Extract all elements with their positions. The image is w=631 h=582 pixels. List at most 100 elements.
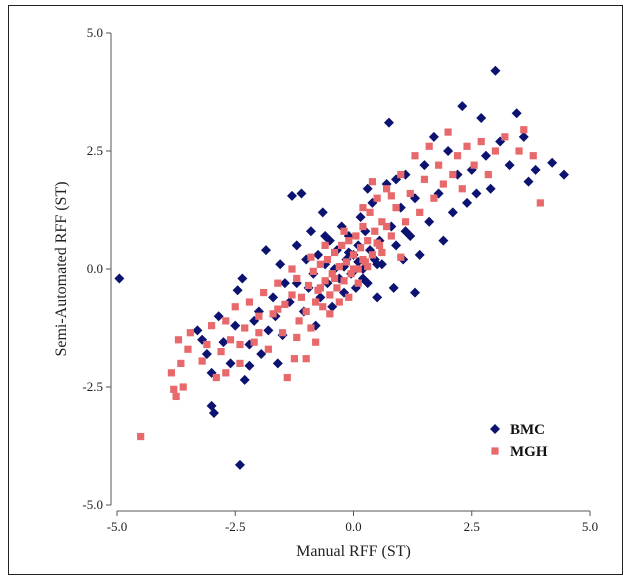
data-point-bmc (201, 348, 212, 359)
data-point-bmc (279, 278, 290, 289)
data-point-mgh (515, 147, 523, 155)
data-point-mgh (383, 222, 391, 231)
data-point-mgh (302, 307, 310, 316)
data-point-bmc (547, 157, 558, 168)
data-point-mgh (378, 248, 386, 257)
data-point-mgh (222, 317, 230, 325)
data-point-mgh (328, 270, 336, 278)
data-point-mgh (288, 291, 296, 299)
data-point-mgh (520, 126, 528, 134)
y-tick-label: -5.0 (82, 497, 103, 512)
data-point-bmc (192, 325, 203, 336)
data-point-bmc (419, 160, 430, 171)
data-point-mgh (335, 298, 343, 306)
data-point-mgh (449, 171, 457, 179)
data-point-mgh (222, 369, 230, 377)
data-point-mgh (484, 171, 492, 179)
data-point-mgh (217, 348, 225, 356)
data-point-mgh (430, 194, 438, 202)
data-point-mgh (321, 277, 329, 285)
data-point-mgh (323, 255, 332, 264)
data-point-bmc (372, 259, 383, 270)
data-point-mgh (401, 218, 410, 226)
data-point-mgh (316, 284, 324, 292)
data-point-mgh (288, 265, 296, 273)
data-point-bmc (511, 108, 522, 119)
data-point-bmc (372, 292, 383, 303)
data-point-mgh (269, 310, 277, 318)
data-point-mgh (529, 152, 537, 160)
data-point-mgh (352, 232, 360, 240)
x-tick-label: 5.0 (582, 519, 598, 534)
data-point-mgh (179, 383, 187, 391)
data-point-mgh (281, 300, 289, 308)
data-point-mgh (274, 279, 282, 287)
data-point-mgh (373, 239, 381, 247)
data-point-mgh (371, 227, 379, 235)
data-point-bmc (428, 131, 439, 142)
data-point-bmc (230, 320, 241, 331)
data-point-mgh (236, 340, 244, 349)
data-point-bmc (400, 226, 411, 237)
x-axis-label: Manual RFF (ST) (296, 543, 411, 560)
data-point-bmc (443, 146, 454, 156)
data-point-mgh (326, 291, 334, 299)
legend: BMC MGH (490, 422, 548, 460)
data-point-mgh (307, 253, 315, 261)
data-point-mgh (470, 161, 478, 169)
data-point-mgh (364, 263, 372, 271)
data-point-bmc (232, 285, 243, 296)
data-point-bmc (218, 337, 229, 348)
data-point-mgh (290, 355, 298, 363)
data-point-mgh (283, 373, 291, 382)
data-point-mgh (255, 312, 263, 320)
data-point-bmc (447, 207, 458, 218)
data-point-mgh (316, 260, 324, 268)
data-point-mgh (349, 251, 358, 259)
data-point-mgh (295, 317, 303, 325)
data-point-bmc (320, 230, 331, 241)
data-point-mgh (411, 152, 419, 160)
data-point-bmc (480, 150, 491, 161)
data-point-mgh (297, 293, 306, 301)
data-point-mgh (354, 279, 362, 287)
data-point-mgh (321, 241, 329, 249)
data-point-mgh (264, 345, 272, 353)
data-point-mgh (293, 274, 301, 283)
data-point-mgh (378, 218, 386, 226)
y-tick-label: 0.0 (87, 261, 103, 276)
data-point-mgh (342, 258, 351, 266)
data-point-mgh (356, 244, 365, 252)
data-point-bmc (272, 358, 283, 369)
data-point-bmc (523, 176, 534, 187)
data-point-bmc (471, 188, 482, 199)
data-point-bmc (530, 164, 541, 175)
data-point-mgh (347, 270, 355, 278)
data-point-mgh (170, 385, 178, 393)
data-point-mgh (245, 298, 254, 306)
data-point-mgh (330, 274, 339, 283)
data-point-mgh (425, 142, 433, 150)
y-tick-label: -2.5 (82, 379, 103, 394)
data-point-mgh (260, 289, 268, 297)
data-point-mgh (326, 310, 334, 318)
data-point-bmc (490, 65, 501, 76)
legend-marker-bmc (490, 424, 500, 434)
data-point-bmc (256, 348, 267, 359)
data-point-bmc (239, 374, 250, 385)
data-point-mgh (255, 329, 263, 337)
data-point-bmc (249, 315, 260, 326)
data-point-bmc (518, 131, 529, 142)
data-point-mgh (330, 248, 339, 257)
data-point-bmc (213, 311, 224, 322)
data-point-bmc (263, 325, 274, 336)
data-point-mgh (364, 237, 372, 245)
data-point-mgh (184, 345, 192, 353)
data-point-bmc (476, 112, 487, 123)
data-point-mgh (309, 267, 317, 275)
data-point-bmc (343, 247, 354, 258)
data-point-mgh (236, 359, 244, 367)
data-point-mgh (536, 199, 544, 207)
data-point-mgh (172, 392, 180, 401)
